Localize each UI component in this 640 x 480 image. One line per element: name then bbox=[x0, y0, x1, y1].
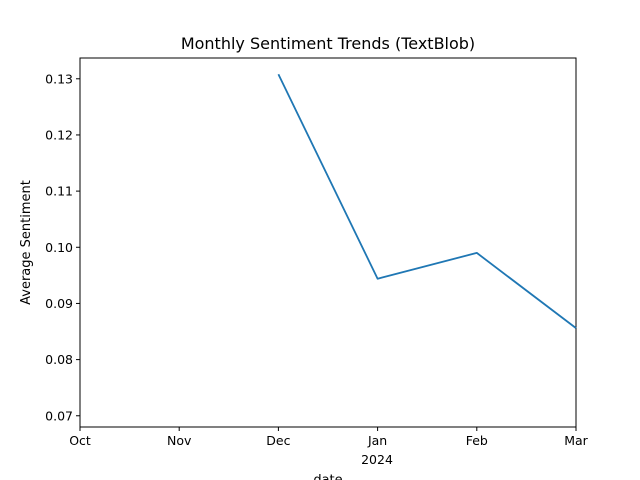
y-tick-label: 0.13 bbox=[45, 71, 73, 86]
y-axis-label: Average Sentiment bbox=[19, 180, 34, 305]
y-tick-label: 0.07 bbox=[45, 408, 73, 423]
x-tick-label: Feb bbox=[466, 433, 488, 448]
x-tick-label: Oct bbox=[69, 433, 91, 448]
y-tick-label: 0.12 bbox=[45, 127, 73, 142]
chart-title: Monthly Sentiment Trends (TextBlob) bbox=[181, 34, 475, 53]
y-tick-label: 0.10 bbox=[45, 240, 73, 255]
series-group bbox=[277, 73, 577, 329]
y-tick-label: 0.09 bbox=[45, 296, 73, 311]
x-axis-label: date bbox=[313, 473, 342, 480]
y-tick-label: 0.11 bbox=[45, 184, 73, 199]
y-axis: 0.07 0.08 0.09 0.10 0.11 0.12 0.13 bbox=[45, 71, 80, 423]
x-tick-label: Jan bbox=[367, 433, 387, 448]
x-tick-label: Dec bbox=[266, 433, 290, 448]
series-line bbox=[277, 73, 577, 329]
x-tick-label: Mar bbox=[564, 433, 588, 448]
y-tick-label: 0.08 bbox=[45, 352, 73, 367]
x-tick-label: Nov bbox=[167, 433, 192, 448]
x-year-label: 2024 bbox=[361, 452, 393, 467]
x-axis: Oct Nov Dec Jan Feb Mar bbox=[69, 427, 589, 448]
plot-area-frame bbox=[79, 57, 577, 428]
